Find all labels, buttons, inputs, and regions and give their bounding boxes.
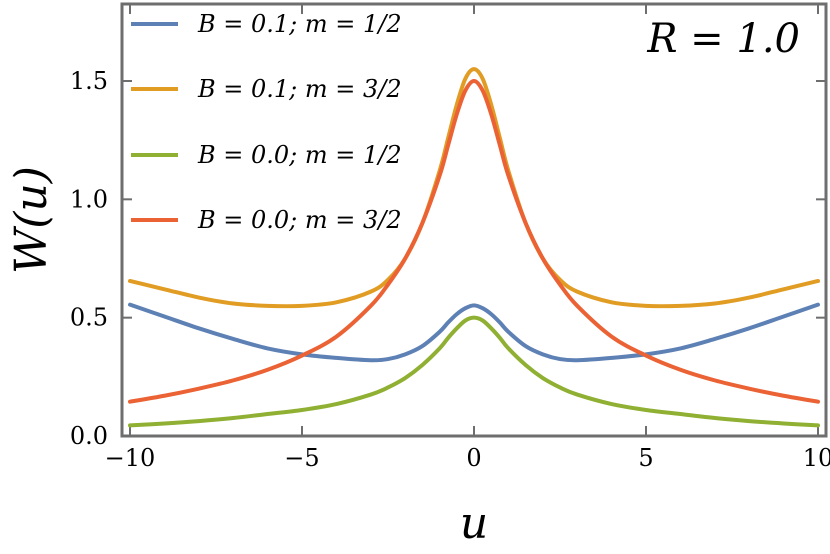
- y-tick-label: 1.0: [70, 185, 108, 213]
- axis-ticks: −10 −5 0 5 10 0.0 0.5 1.0 1.5: [70, 4, 830, 472]
- y-tick-label: 0.5: [70, 304, 108, 332]
- legend-label: B = 0.0; m = 1/2: [197, 141, 402, 169]
- legend-label: B = 0.1; m = 3/2: [197, 75, 402, 103]
- x-tick-label: −5: [284, 444, 319, 472]
- x-tick-label: 5: [638, 444, 653, 472]
- x-tick-label: −10: [105, 444, 156, 472]
- legend: B = 0.1; m = 1/2 B = 0.1; m = 3/2 B = 0.0;…: [131, 10, 402, 234]
- y-axis-title: W(u): [6, 166, 57, 274]
- x-tick-label: 0: [466, 444, 481, 472]
- series-line-2: [128, 67, 820, 309]
- legend-label: B = 0.0; m = 3/2: [197, 206, 402, 234]
- series-line-3: [128, 315, 820, 428]
- x-axis-title: u: [460, 498, 488, 549]
- series-layer: [128, 67, 820, 428]
- annotation-r-value: R = 1.0: [646, 16, 800, 62]
- series-line-4: [128, 79, 820, 404]
- x-tick-label: 10: [803, 444, 830, 472]
- legend-label: B = 0.1; m = 1/2: [197, 10, 402, 38]
- series-line-1: [128, 302, 820, 363]
- y-tick-label: 1.5: [70, 67, 108, 95]
- y-tick-label: 0.0: [70, 422, 108, 450]
